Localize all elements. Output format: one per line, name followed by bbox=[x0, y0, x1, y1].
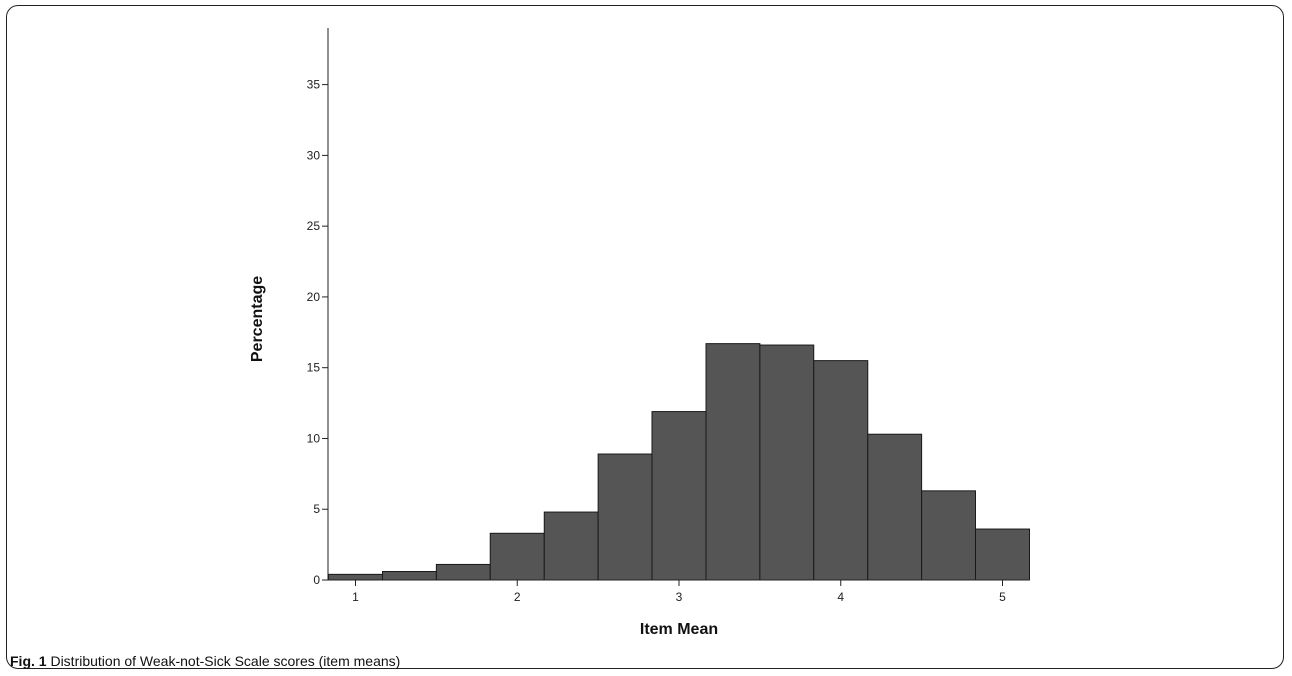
y-tick-label-25: 25 bbox=[307, 219, 321, 233]
histogram-bar-1 bbox=[327, 573, 384, 581]
x-tick-label-4: 4 bbox=[837, 590, 844, 604]
histogram-bar-5 bbox=[543, 511, 599, 581]
histogram-bar-4 bbox=[489, 532, 545, 581]
y-ticks-group: 0 5 10 15 20 25 30 35 bbox=[307, 78, 328, 587]
histogram-bar-12 bbox=[921, 490, 976, 581]
figure-caption-text: Distribution of Weak-not-Sick Scale scor… bbox=[50, 653, 401, 669]
y-axis-title: Percentage bbox=[249, 276, 266, 362]
x-tick-label-1: 1 bbox=[352, 590, 359, 604]
histogram-bar-6 bbox=[597, 453, 653, 581]
figure-label: Fig. 1 bbox=[10, 653, 47, 669]
y-tick-label-30: 30 bbox=[307, 148, 321, 162]
histogram-bar-2 bbox=[382, 571, 437, 581]
histogram-bar-3 bbox=[435, 563, 491, 581]
histogram-bar-8 bbox=[705, 343, 761, 581]
histogram-bar-10 bbox=[813, 360, 869, 581]
x-tick-label-5: 5 bbox=[999, 590, 1006, 604]
x-ticks-group: 1 2 3 4 5 bbox=[352, 580, 1006, 604]
histogram-bar-7 bbox=[651, 411, 707, 581]
y-tick-label-5: 5 bbox=[313, 502, 320, 516]
y-tick-label-20: 20 bbox=[307, 290, 321, 304]
y-tick-label-15: 15 bbox=[307, 361, 321, 375]
figure-caption: Fig. 1 Distribution of Weak-not-Sick Sca… bbox=[10, 653, 400, 669]
bars-group bbox=[327, 343, 1031, 581]
figure-frame bbox=[6, 5, 1284, 669]
y-tick-label-0: 0 bbox=[313, 573, 320, 587]
histogram-bar-13 bbox=[974, 528, 1031, 581]
x-tick-label-2: 2 bbox=[514, 590, 521, 604]
histogram-bar-11 bbox=[867, 433, 923, 581]
y-tick-label-10: 10 bbox=[307, 431, 321, 445]
x-axis-title: Item Mean bbox=[640, 621, 718, 638]
x-tick-label-3: 3 bbox=[676, 590, 683, 604]
y-tick-label-35: 35 bbox=[307, 78, 321, 92]
histogram-bar-9 bbox=[759, 344, 815, 581]
